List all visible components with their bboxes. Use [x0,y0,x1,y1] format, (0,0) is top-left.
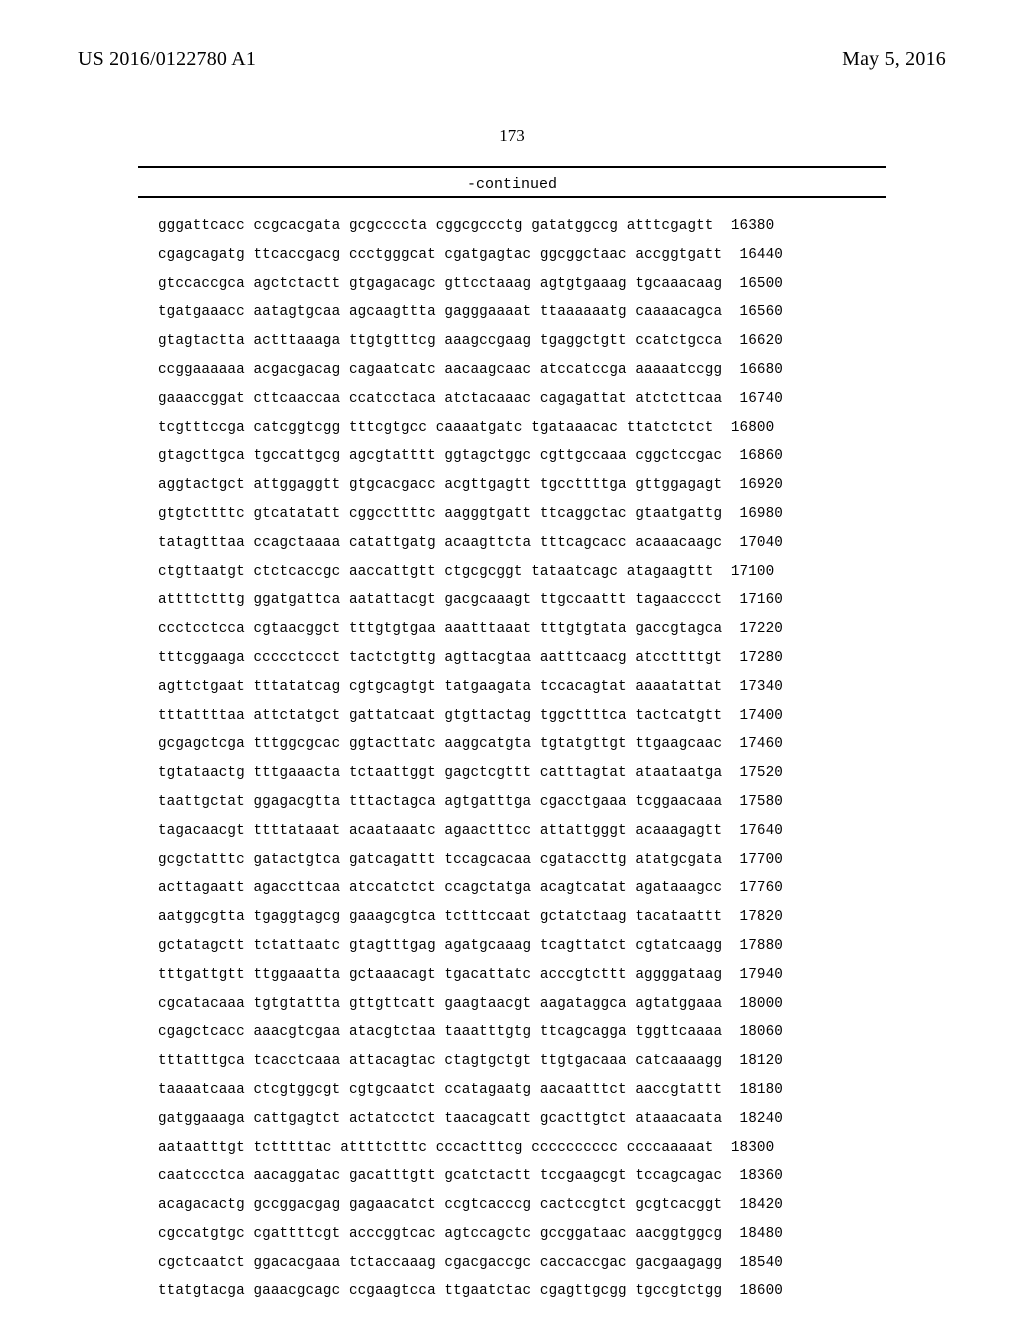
header-pub-number: US 2016/0122780 A1 [78,48,256,71]
sequence-listing: gggattcacc ccgcacgata gcgccccta cggcgccc… [158,212,874,1306]
rule-bottom [138,196,886,198]
page-number: 173 [0,126,1024,146]
header-date: May 5, 2016 [842,48,946,71]
continued-label: -continued [0,176,1024,193]
page: US 2016/0122780 A1 May 5, 2016 173 -cont… [0,0,1024,1320]
rule-top [138,166,886,168]
